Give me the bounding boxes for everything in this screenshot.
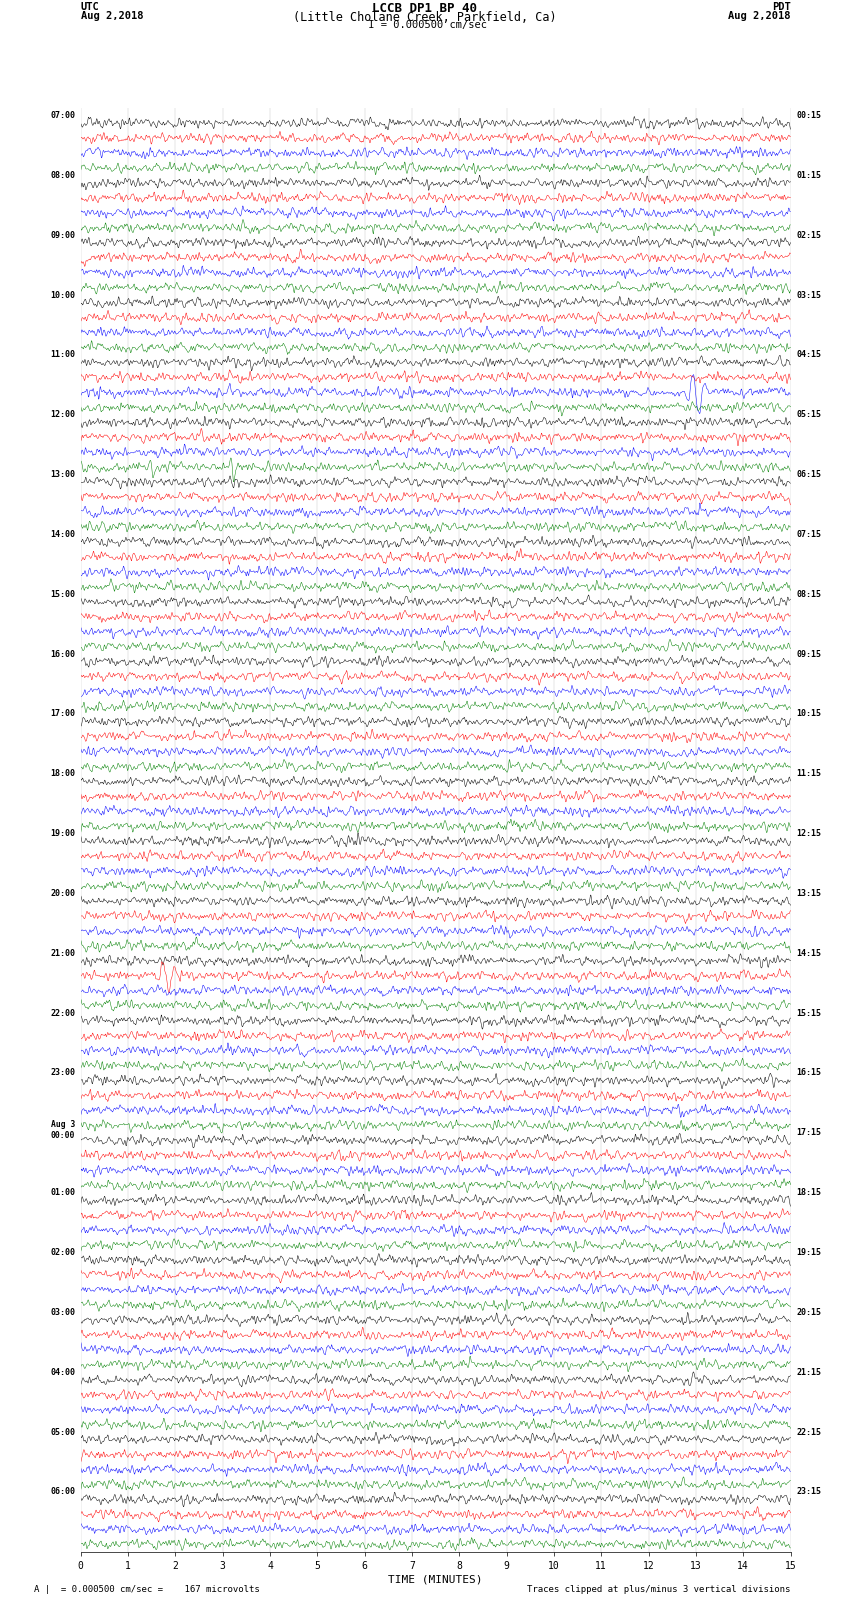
Text: 14:00: 14:00 [50, 531, 75, 539]
Text: 09:15: 09:15 [796, 650, 821, 658]
Text: (Little Cholane Creek, Parkfield, Ca): (Little Cholane Creek, Parkfield, Ca) [293, 11, 557, 24]
Text: Aug 2,2018: Aug 2,2018 [728, 11, 791, 21]
Text: 01:15: 01:15 [796, 171, 821, 181]
Text: 08:15: 08:15 [796, 590, 821, 598]
Text: 08:00: 08:00 [50, 171, 75, 181]
Text: 00:15: 00:15 [796, 111, 821, 119]
Text: A |  = 0.000500 cm/sec =    167 microvolts: A | = 0.000500 cm/sec = 167 microvolts [34, 1584, 260, 1594]
Text: 18:15: 18:15 [796, 1189, 821, 1197]
Text: 02:15: 02:15 [796, 231, 821, 240]
Text: 13:15: 13:15 [796, 889, 821, 898]
Text: 07:15: 07:15 [796, 531, 821, 539]
Text: 00:00: 00:00 [51, 1131, 75, 1140]
Text: 17:00: 17:00 [50, 710, 75, 718]
Text: 06:00: 06:00 [50, 1487, 75, 1497]
Text: 05:00: 05:00 [50, 1428, 75, 1437]
Text: 17:15: 17:15 [796, 1129, 821, 1137]
Text: 11:00: 11:00 [50, 350, 75, 360]
Text: 12:15: 12:15 [796, 829, 821, 839]
Text: Traces clipped at plus/minus 3 vertical divisions: Traces clipped at plus/minus 3 vertical … [527, 1584, 790, 1594]
Text: 06:15: 06:15 [796, 469, 821, 479]
Text: 21:00: 21:00 [50, 948, 75, 958]
Text: 16:15: 16:15 [796, 1068, 821, 1077]
Text: 09:00: 09:00 [50, 231, 75, 240]
Text: I = 0.000500 cm/sec: I = 0.000500 cm/sec [362, 19, 488, 31]
Text: 10:00: 10:00 [50, 290, 75, 300]
Text: 15:00: 15:00 [50, 590, 75, 598]
Text: 11:15: 11:15 [796, 769, 821, 779]
Text: 04:00: 04:00 [50, 1368, 75, 1376]
Text: Aug 2,2018: Aug 2,2018 [81, 11, 144, 21]
Text: LCCB DP1 BP 40: LCCB DP1 BP 40 [372, 3, 478, 16]
Text: 02:00: 02:00 [50, 1248, 75, 1257]
Text: 13:00: 13:00 [50, 469, 75, 479]
Text: 07:00: 07:00 [50, 111, 75, 119]
Text: 23:15: 23:15 [796, 1487, 821, 1497]
Text: 22:00: 22:00 [50, 1008, 75, 1018]
Text: 22:15: 22:15 [796, 1428, 821, 1437]
X-axis label: TIME (MINUTES): TIME (MINUTES) [388, 1574, 483, 1586]
Text: Aug 3: Aug 3 [51, 1119, 75, 1129]
Text: 10:15: 10:15 [796, 710, 821, 718]
Text: PDT: PDT [772, 3, 791, 13]
Text: 12:00: 12:00 [50, 410, 75, 419]
Text: 19:15: 19:15 [796, 1248, 821, 1257]
Text: 05:15: 05:15 [796, 410, 821, 419]
Text: 20:15: 20:15 [796, 1308, 821, 1316]
Text: 23:00: 23:00 [50, 1068, 75, 1077]
Text: 14:15: 14:15 [796, 948, 821, 958]
Text: 04:15: 04:15 [796, 350, 821, 360]
Text: 19:00: 19:00 [50, 829, 75, 839]
Text: 03:15: 03:15 [796, 290, 821, 300]
Text: 21:15: 21:15 [796, 1368, 821, 1376]
Text: 01:00: 01:00 [50, 1189, 75, 1197]
Text: 18:00: 18:00 [50, 769, 75, 779]
Text: UTC: UTC [81, 3, 99, 13]
Text: 03:00: 03:00 [50, 1308, 75, 1316]
Text: 20:00: 20:00 [50, 889, 75, 898]
Text: 15:15: 15:15 [796, 1008, 821, 1018]
Text: 16:00: 16:00 [50, 650, 75, 658]
